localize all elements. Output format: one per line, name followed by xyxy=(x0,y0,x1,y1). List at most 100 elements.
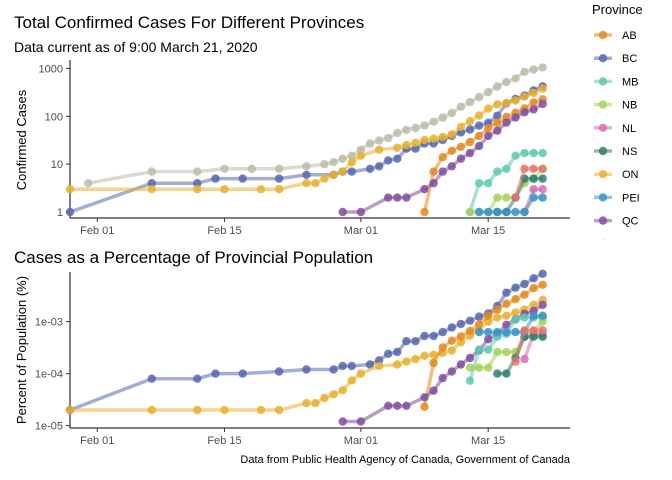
data-point-qc xyxy=(538,99,547,109)
data-point-nb xyxy=(538,317,547,326)
data-point-pei xyxy=(529,311,538,320)
data-point-nb xyxy=(502,347,511,357)
legend-swatch-point xyxy=(598,77,608,86)
data-point-total xyxy=(193,167,202,176)
data-point-bc xyxy=(193,374,202,383)
data-point-bc xyxy=(474,312,484,321)
y-axis-title-bottom: Percent of Population (%) xyxy=(14,276,29,424)
data-point-bc xyxy=(538,269,547,278)
data-point-qc xyxy=(420,185,429,194)
chart-title-top: Total Confirmed Cases For Different Prov… xyxy=(14,13,364,32)
legend-swatch-point xyxy=(598,216,608,225)
data-point-on xyxy=(374,361,384,371)
data-point-total xyxy=(356,145,366,154)
data-point-ab xyxy=(474,131,484,141)
data-point-ns xyxy=(502,369,511,378)
y-tick-label: 1e-05 xyxy=(35,421,63,433)
data-point-sk xyxy=(520,164,529,173)
data-point-ab xyxy=(438,153,447,162)
data-point-pei xyxy=(538,311,547,320)
series-bc-bottom xyxy=(65,269,547,415)
data-point-bc xyxy=(302,365,311,374)
data-point-bc xyxy=(274,367,284,376)
data-point-bc xyxy=(238,369,247,378)
legend-label: SK xyxy=(622,239,637,251)
data-point-total xyxy=(429,117,438,126)
data-point-bc xyxy=(374,162,384,171)
data-point-bc xyxy=(465,316,475,325)
y-tick-label: 1e-03 xyxy=(35,317,63,329)
data-point-sk xyxy=(538,164,547,173)
data-point-bc xyxy=(529,274,538,283)
legend-item-qc: QC xyxy=(594,216,639,228)
data-point-bc xyxy=(447,323,456,332)
data-point-qc xyxy=(484,335,493,344)
legend-label: NL xyxy=(622,123,636,135)
series-line-sk xyxy=(513,167,543,199)
legend-label: NB xyxy=(622,100,637,112)
data-point-bc xyxy=(211,369,220,378)
data-point-on xyxy=(538,84,547,93)
data-point-total xyxy=(420,121,429,130)
data-point-ab xyxy=(484,124,493,133)
data-point-on xyxy=(356,369,366,378)
legend: AB BC MB NB NL NS ON PEI QC SK xyxy=(594,30,640,251)
data-point-on xyxy=(220,185,229,194)
data-point-on xyxy=(320,393,329,403)
x-tick-label: Mar 01 xyxy=(344,225,378,237)
data-point-qc xyxy=(384,401,393,410)
data-point-mb xyxy=(511,151,520,160)
data-point-on xyxy=(493,313,502,322)
series-line-sk xyxy=(513,328,543,363)
legend-label: AB xyxy=(622,30,637,42)
series-sk-top xyxy=(511,164,547,202)
data-point-total xyxy=(438,113,447,122)
data-point-qc xyxy=(502,320,511,329)
data-point-sk xyxy=(520,326,529,335)
data-point-ns xyxy=(538,332,547,341)
data-point-qc xyxy=(456,360,466,369)
data-point-ab xyxy=(438,343,447,352)
data-point-total xyxy=(247,164,256,173)
data-point-bc xyxy=(429,331,438,341)
data-point-nl xyxy=(520,354,529,364)
y-tick-label: 1e-04 xyxy=(35,369,63,381)
data-point-mb xyxy=(484,345,493,354)
data-point-total xyxy=(302,162,311,171)
data-point-ab xyxy=(529,98,538,107)
data-point-on xyxy=(147,405,156,415)
data-point-ab xyxy=(465,137,475,147)
data-point-mb xyxy=(520,148,529,158)
data-point-on xyxy=(429,134,438,143)
legend-item-nb: NB xyxy=(594,100,637,112)
x-tick-label: Feb 15 xyxy=(207,225,241,237)
data-point-bc xyxy=(438,327,447,337)
data-point-ns xyxy=(529,332,538,341)
data-point-ab xyxy=(538,280,547,289)
data-point-bc xyxy=(365,164,375,173)
legend-label: ON xyxy=(622,169,639,181)
data-point-qc xyxy=(511,113,520,122)
data-point-ab xyxy=(511,295,520,304)
data-point-total xyxy=(447,108,456,118)
y-tick-label: 1000 xyxy=(39,63,63,75)
data-point-bc xyxy=(147,179,156,188)
data-point-pei xyxy=(484,327,493,337)
data-point-ab xyxy=(520,290,529,299)
data-point-ab xyxy=(493,118,502,127)
data-point-mb xyxy=(465,376,475,385)
data-point-mb xyxy=(474,179,484,188)
data-point-total xyxy=(393,128,402,138)
data-point-bc xyxy=(456,319,466,329)
data-point-nb xyxy=(484,363,493,372)
x-tick-label: Feb 01 xyxy=(80,225,114,237)
data-point-on xyxy=(302,179,311,188)
data-point-on xyxy=(320,174,329,183)
data-point-on xyxy=(338,386,347,395)
data-point-on xyxy=(347,158,356,167)
data-point-on xyxy=(511,96,520,105)
data-point-bc xyxy=(347,167,356,176)
data-point-pei xyxy=(493,207,502,217)
legend-label: QC xyxy=(622,216,639,228)
data-point-mb xyxy=(529,148,538,158)
